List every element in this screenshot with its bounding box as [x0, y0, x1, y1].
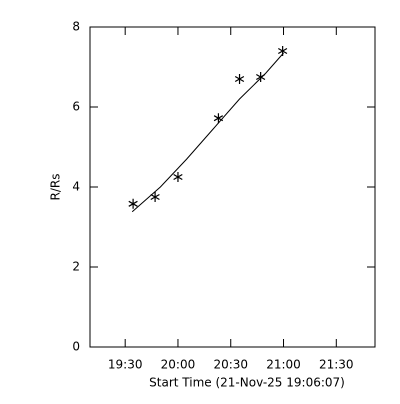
- y-tick-label: 4: [72, 180, 80, 194]
- data-point: [173, 172, 183, 182]
- fit-line: [131, 52, 284, 213]
- data-point: [128, 198, 138, 209]
- data-point: [234, 74, 245, 84]
- x-tick-label: 21:30: [319, 358, 354, 372]
- data-point: [150, 192, 160, 202]
- y-tick-label: 0: [72, 340, 80, 354]
- x-tick-label: 19:30: [108, 358, 143, 372]
- x-tick-label: 20:00: [161, 358, 196, 372]
- y-axis-label: R/Rs: [49, 174, 63, 201]
- data-point: [213, 113, 224, 124]
- y-tick-label: 8: [72, 20, 80, 34]
- plot-frame: [89, 26, 376, 348]
- x-tick-label: 21:00: [266, 358, 301, 372]
- y-tick-label: 6: [72, 100, 80, 114]
- x-tick-label: 20:30: [213, 358, 248, 372]
- y-tick-label: 2: [72, 260, 80, 274]
- x-axis-label: Start Time (21-Nov-25 19:06:07): [149, 376, 345, 390]
